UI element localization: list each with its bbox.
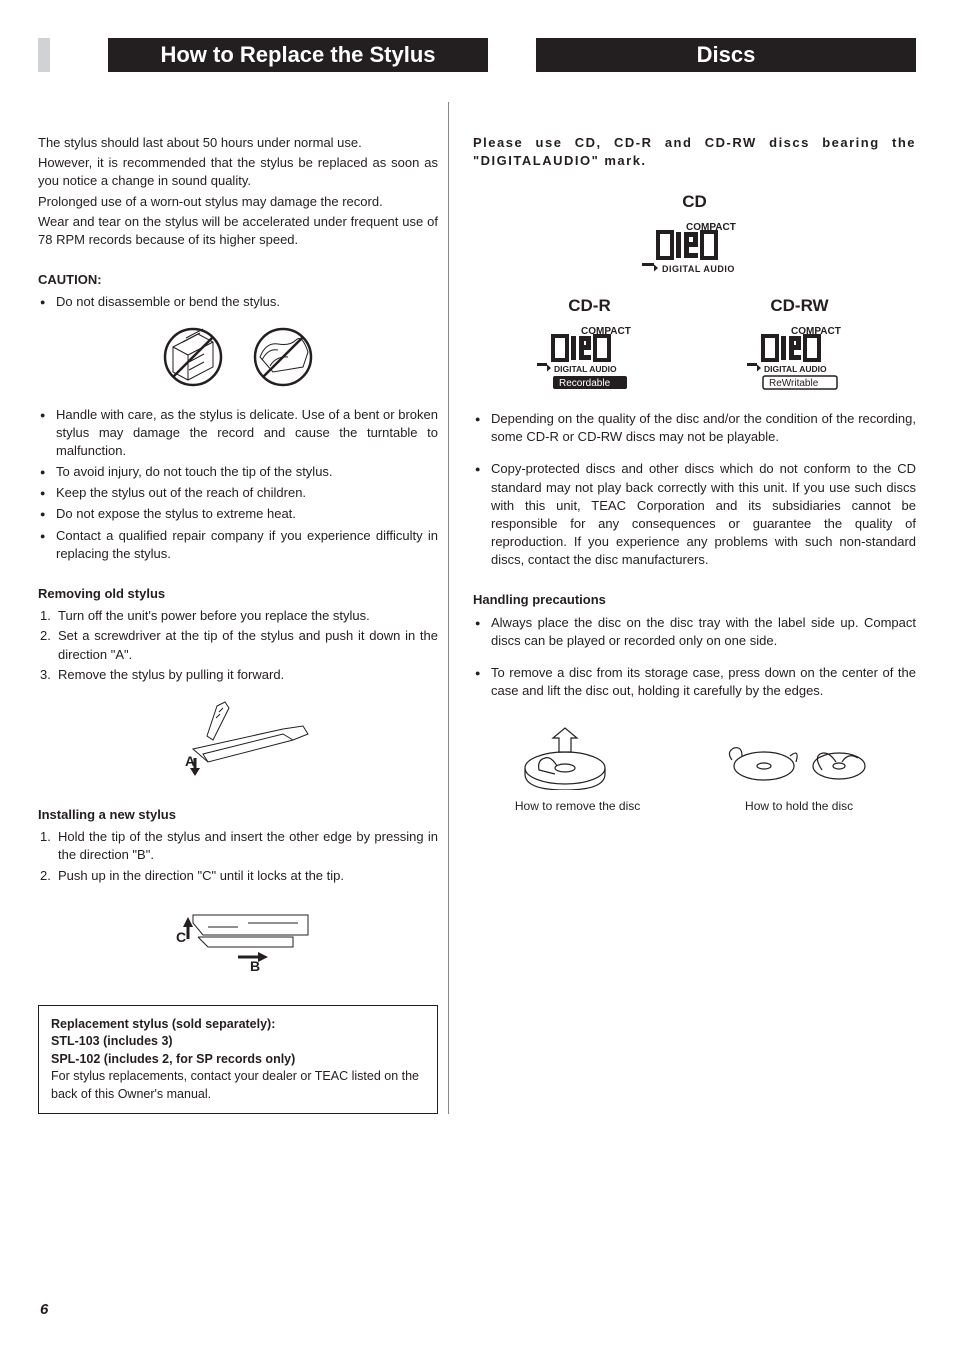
caution-item: Do not disassemble or bend the stylus. xyxy=(38,293,438,311)
installing-step: Push up in the direction "C" until it lo… xyxy=(38,867,438,885)
handling-label: Handling precautions xyxy=(473,591,916,609)
stylus-disassembly-figure xyxy=(38,322,438,392)
replacement-line: STL-103 (includes 3) xyxy=(51,1033,425,1051)
cdr-logo-icon: COMPACT DIGITAL AUDIO Recordable xyxy=(535,322,645,392)
removing-label: Removing old stylus xyxy=(38,585,438,603)
svg-text:Recordable: Recordable xyxy=(559,378,611,389)
intro-line: However, it is recommended that the styl… xyxy=(38,154,438,190)
svg-text:DIGITAL AUDIO: DIGITAL AUDIO xyxy=(554,364,617,374)
disc-note: Depending on the quality of the disc and… xyxy=(473,410,916,446)
remove-disc-figure: How to remove the disc xyxy=(515,726,640,815)
cdrw-logo-icon: COMPACT DIGITAL AUDIO ReWritable xyxy=(745,322,855,392)
page-number: 6 xyxy=(40,1299,48,1320)
caution-label: CAUTION: xyxy=(38,271,438,289)
removing-step: Set a screwdriver at the tip of the styl… xyxy=(38,627,438,663)
gray-band-left xyxy=(38,38,50,72)
svg-text:DIGITAL AUDIO: DIGITAL AUDIO xyxy=(662,264,735,274)
installing-figure: C B xyxy=(38,895,438,985)
cd-logo-label: CD xyxy=(682,190,707,214)
hold-caption: How to hold the disc xyxy=(724,798,874,815)
handling-item: Always place the disc on the disc tray w… xyxy=(473,614,916,650)
caution-item: Do not expose the stylus to extreme heat… xyxy=(38,505,438,523)
replacement-title: Replacement stylus (sold separately): xyxy=(51,1016,425,1034)
replacement-box: Replacement stylus (sold separately): ST… xyxy=(38,1005,438,1115)
removing-figure: A xyxy=(38,694,438,784)
section-header-discs: Discs xyxy=(536,38,916,72)
caution-item: To avoid injury, do not touch the tip of… xyxy=(38,463,438,481)
disc-note: Copy-protected discs and other discs whi… xyxy=(473,460,916,569)
installing-label: Installing a new stylus xyxy=(38,806,438,824)
caution-item: Contact a qualified repair company if yo… xyxy=(38,527,438,563)
left-column: The stylus should last about 50 hours un… xyxy=(38,102,448,1114)
svg-text:C: C xyxy=(176,929,186,945)
remove-caption: How to remove the disc xyxy=(515,798,640,815)
section-header-stylus: How to Replace the Stylus xyxy=(108,38,488,72)
compact-disc-logo-icon: COMPACT DIGITAL AUDIO xyxy=(640,218,750,276)
intro-line: The stylus should last about 50 hours un… xyxy=(38,134,438,152)
svg-text:ReWritable: ReWritable xyxy=(769,378,819,389)
right-column: Please use CD, CD-R and CD-RW discs bear… xyxy=(448,102,916,1114)
hold-disc-figure: How to hold the disc xyxy=(724,726,874,815)
caution-item: Handle with care, as the stylus is delic… xyxy=(38,406,438,461)
caution-item: Keep the stylus out of the reach of chil… xyxy=(38,484,438,502)
disc-intro: Please use CD, CD-R and CD-RW discs bear… xyxy=(473,134,916,170)
removing-step: Turn off the unit's power before you rep… xyxy=(38,607,438,625)
cdrw-logo-label: CD-RW xyxy=(770,294,828,318)
handling-item: To remove a disc from its storage case, … xyxy=(473,664,916,700)
intro-line: Prolonged use of a worn-out stylus may d… xyxy=(38,193,438,211)
removing-step: Remove the stylus by pulling it forward. xyxy=(38,666,438,684)
replacement-line: SPL-102 (includes 2, for SP records only… xyxy=(51,1051,425,1069)
installing-step: Hold the tip of the stylus and insert th… xyxy=(38,828,438,864)
cdr-logo-label: CD-R xyxy=(568,294,611,318)
svg-text:DIGITAL AUDIO: DIGITAL AUDIO xyxy=(764,364,827,374)
replacement-note: For stylus replacements, contact your de… xyxy=(51,1068,425,1103)
intro-line: Wear and tear on the stylus will be acce… xyxy=(38,213,438,249)
